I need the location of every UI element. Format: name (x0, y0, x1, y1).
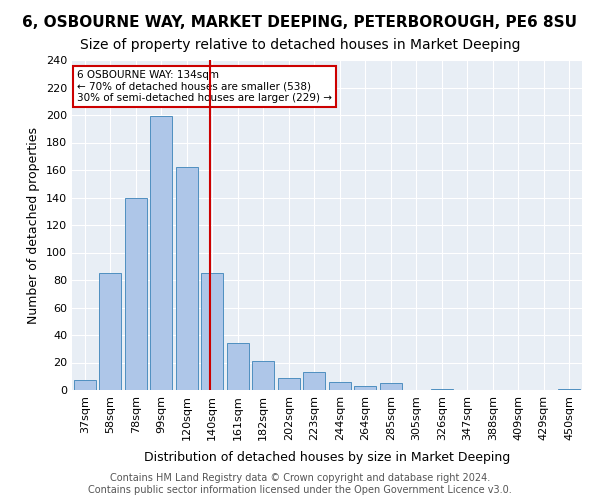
Bar (125, 198, 146, 390)
Text: Size of property relative to detached houses in Market Deeping: Size of property relative to detached ho… (80, 38, 520, 52)
Bar (74, 380, 95, 390)
Bar (329, 382, 350, 390)
Bar (278, 378, 299, 390)
X-axis label: Distribution of detached houses by size in Market Deeping: Distribution of detached houses by size … (144, 451, 510, 464)
Text: Contains HM Land Registry data © Crown copyright and database right 2024.
Contai: Contains HM Land Registry data © Crown c… (88, 474, 512, 495)
Bar (227, 343, 248, 390)
Bar (100, 273, 121, 390)
Text: 6, OSBOURNE WAY, MARKET DEEPING, PETERBOROUGH, PE6 8SU: 6, OSBOURNE WAY, MARKET DEEPING, PETERBO… (23, 15, 577, 30)
Bar (151, 116, 172, 390)
Text: 6 OSBOURNE WAY: 134sqm
← 70% of detached houses are smaller (538)
30% of semi-de: 6 OSBOURNE WAY: 134sqm ← 70% of detached… (77, 70, 332, 103)
Bar (176, 167, 197, 390)
Y-axis label: Number of detached properties: Number of detached properties (28, 126, 40, 324)
Bar (380, 383, 401, 390)
Bar (202, 273, 223, 390)
Bar (355, 386, 376, 390)
Bar (559, 388, 580, 390)
Bar (304, 372, 325, 390)
Bar (431, 388, 452, 390)
Bar (253, 361, 274, 390)
